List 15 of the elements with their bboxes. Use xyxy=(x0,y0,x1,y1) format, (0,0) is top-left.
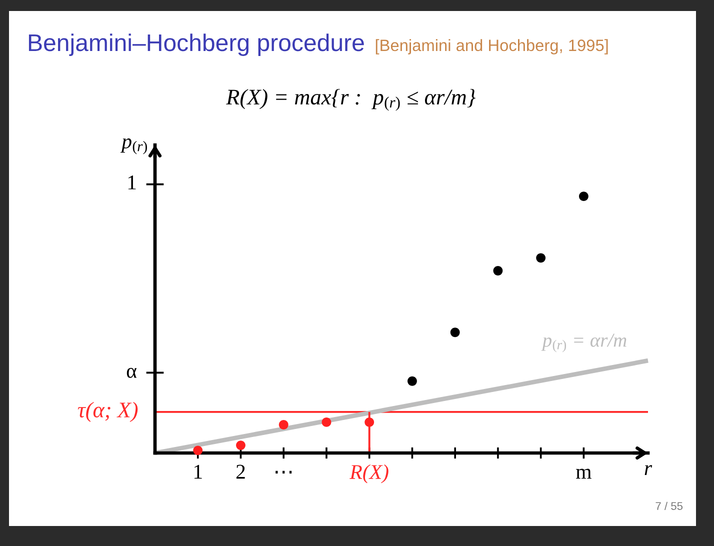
text: [Benjamini and Hochberg, 1995] xyxy=(376,39,608,54)
ref-line-label: τ(α; X) xyxy=(78,402,138,422)
chart-title: Benjamini–Hochberg procedure xyxy=(28,34,364,56)
chart-subtitle: R(X) = max{r : p$_{(r)}$ ≤ αr/m} xyxy=(226,89,476,111)
x-axis-title: r xyxy=(644,465,652,475)
x-tick-label: m xyxy=(576,468,592,479)
x-tick-label: 1 xyxy=(194,464,202,479)
text: 1 xyxy=(128,176,136,190)
x-tick-label: ⋯ xyxy=(276,470,292,474)
x-tick-label: 2 xyxy=(236,464,245,479)
text: 7 / 55 xyxy=(656,502,683,510)
series-label: p$_{(r)}$ = αr/m xyxy=(541,334,626,352)
y-axis-title: p$_{(r)}$ xyxy=(120,138,147,154)
text: α xyxy=(126,368,137,378)
series-label: R(X) xyxy=(350,464,388,484)
